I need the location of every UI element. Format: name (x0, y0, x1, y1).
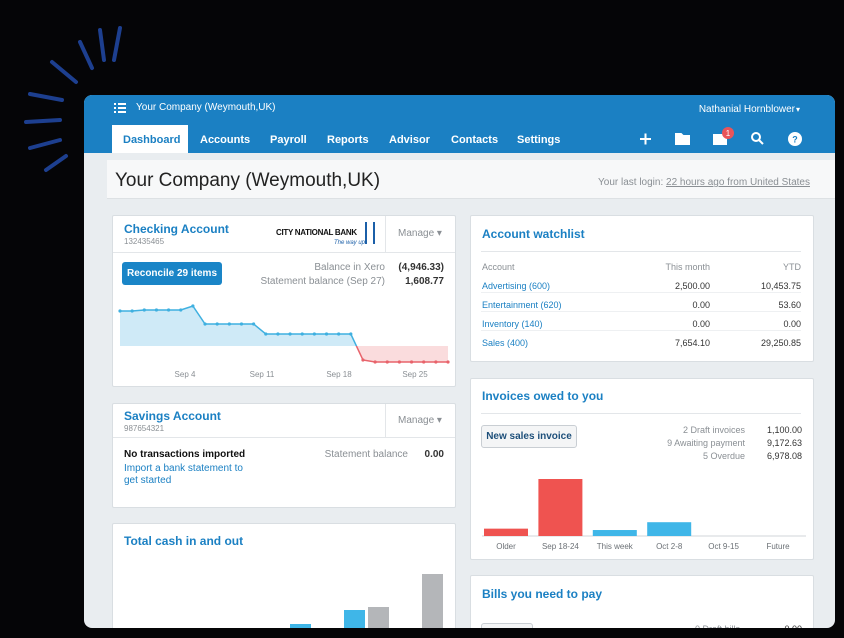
import-link[interactable]: Import a bank statement to get started (124, 463, 243, 486)
summary-value: 9,172.63 (766, 438, 802, 448)
row-divider (481, 311, 801, 312)
nav-tab[interactable]: Accounts (200, 134, 251, 146)
cell: 53.60 (778, 300, 801, 310)
statement-value: 0.00 (424, 449, 444, 460)
card-title[interactable]: Bills you need to pay (482, 587, 603, 601)
last-login-value[interactable]: 22 hours ago from United States (666, 177, 810, 188)
card-title[interactable]: Checking Account (124, 222, 229, 236)
column-header: This month (665, 262, 710, 272)
summary-label: 0 Draft bills (590, 623, 740, 628)
account-link[interactable]: Advertising (600) (482, 281, 551, 291)
row-divider (481, 330, 801, 331)
toolbar-icons: ? (640, 127, 802, 146)
account-number: 987654321 (124, 424, 165, 433)
nav-tab[interactable]: Dashboard (123, 134, 181, 146)
title-bar (107, 160, 835, 199)
page-title: Your Company (Weymouth,UK) (115, 170, 381, 191)
files-icon[interactable] (675, 133, 690, 145)
manage-label[interactable]: Manage (398, 228, 435, 239)
cell: 0.00 (783, 319, 801, 329)
cell: 0.00 (692, 300, 710, 310)
nav-tab[interactable]: Contacts (451, 134, 499, 146)
app-window: Your Company (Weymouth,UK) Nathanial Hor… (84, 95, 835, 628)
search-icon[interactable] (751, 132, 761, 142)
bills-card (470, 575, 814, 628)
cell: 7,654.10 (674, 338, 710, 348)
cell: 10,453.75 (760, 281, 801, 291)
nav-tab[interactable]: Settings (517, 134, 561, 146)
badge (722, 127, 734, 139)
manage-label[interactable]: Manage (398, 415, 435, 426)
new-invoice-button[interactable]: New sales invoice (481, 425, 577, 448)
last-login: Your last login: 22 hours ago from Unite… (598, 177, 810, 189)
bank-logo: CITY NATIONAL BANK (276, 228, 357, 237)
user-name[interactable]: Nathanial Hornblower (698, 104, 795, 115)
summary-label: 9 Awaiting payment (667, 438, 745, 448)
bills-button[interactable] (481, 623, 533, 628)
reconcile-button[interactable]: Reconcile 29 items (122, 262, 222, 285)
cell: 29,250.85 (760, 338, 801, 348)
manage[interactable]: Manage ▾ (398, 415, 442, 426)
watchlist-card (470, 215, 814, 362)
column-header: YTD (783, 262, 801, 272)
org-name[interactable]: Your Company (Weymouth,UK) (136, 102, 276, 113)
add-icon[interactable] (640, 133, 651, 145)
help-icon[interactable] (788, 132, 802, 146)
balance-value: (4,946.33) (398, 262, 444, 273)
column-header: Account (482, 262, 515, 272)
header (84, 95, 835, 153)
account-link[interactable]: Inventory (140) (482, 319, 543, 329)
caret: ▾ (796, 105, 801, 114)
menu-icon[interactable] (114, 103, 126, 113)
summary-value: 0.00 (742, 623, 802, 628)
svg-text:?: ? (792, 135, 798, 145)
card-title[interactable]: Invoices owed to you (482, 389, 604, 403)
bank-tagline: The way up. (334, 240, 367, 246)
manage[interactable]: Manage ▾ (398, 228, 442, 239)
savings-card (112, 403, 456, 508)
active-tab (112, 125, 188, 153)
statement-label: Statement balance (324, 449, 408, 460)
nav-tab[interactable]: Reports (327, 134, 369, 146)
cell: 0.00 (692, 319, 710, 329)
account-link[interactable]: Entertainment (620) (482, 300, 562, 310)
status: No transactions imported (124, 449, 246, 460)
summary-value: 6,978.08 (766, 451, 802, 461)
summary-value: 1,100.00 (766, 425, 802, 435)
mail-icon[interactable] (713, 134, 727, 145)
mail-badge: 1 (725, 129, 731, 138)
cash-card (112, 523, 456, 628)
balance-label: Balance in Xero (314, 262, 385, 273)
nav-tab[interactable]: Payroll (270, 134, 307, 146)
statement-value: 1,608.77 (405, 276, 444, 287)
last-login-label: Your last login: (598, 177, 664, 188)
statement-label: Statement balance (Sep 27) (260, 276, 385, 287)
row-divider (481, 292, 801, 293)
nav-tab[interactable]: Advisor (389, 134, 430, 146)
account-number: 132435465 (124, 237, 165, 246)
summary-label: 5 Overdue (702, 451, 745, 461)
account-link[interactable]: Sales (400) (482, 338, 529, 348)
card-title[interactable]: Account watchlist (482, 227, 585, 241)
summary-label: 2 Draft invoices (682, 425, 745, 435)
cell: 2,500.00 (674, 281, 710, 291)
invoices-card (470, 378, 814, 560)
card-title[interactable]: Total cash in and out (124, 534, 244, 548)
card-title[interactable]: Savings Account (124, 409, 221, 423)
